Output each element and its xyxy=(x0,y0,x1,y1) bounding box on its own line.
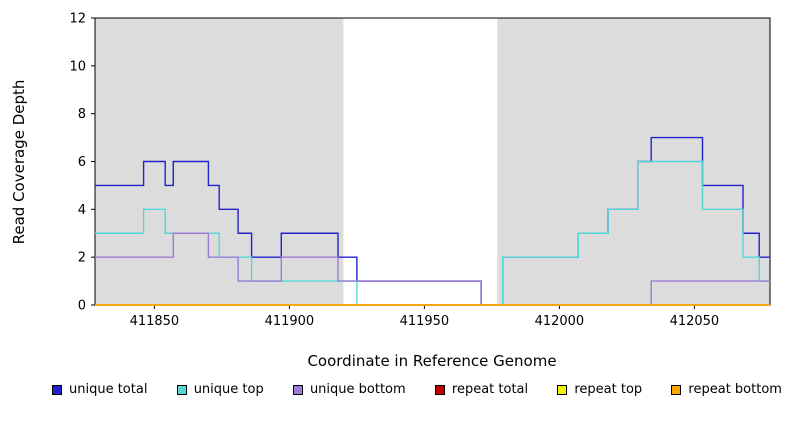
legend-label: repeat total xyxy=(451,382,529,397)
y-tick-label: 12 xyxy=(69,12,86,27)
repeat-bottom-swatch xyxy=(671,384,682,395)
shaded-region xyxy=(497,18,770,305)
y-axis-label: Read Coverage Depth xyxy=(10,80,28,245)
legend-label: repeat bottom xyxy=(688,382,782,397)
x-tick-label: 412050 xyxy=(670,314,720,329)
legend-item-repeat-total: repeat total xyxy=(434,382,529,397)
x-tick-label: 412000 xyxy=(535,314,585,329)
legend: unique total unique top unique bottom repea… xyxy=(0,376,792,397)
y-tick-label: 2 xyxy=(78,251,86,266)
repeat-top-swatch xyxy=(557,384,568,395)
legend-label: repeat top xyxy=(574,382,643,397)
legend-item-unique-bottom: unique bottom xyxy=(292,382,406,397)
legend-label: unique total xyxy=(69,382,148,397)
unique-total-swatch xyxy=(52,384,62,395)
legend-item-repeat-top: repeat top xyxy=(557,382,642,397)
y-tick-label: 4 xyxy=(78,203,86,218)
x-tick-label: 411850 xyxy=(130,314,180,329)
plot-svg: 411850 411900 411950 412000 412050024681012 … xyxy=(10,12,771,370)
legend-label: unique top xyxy=(193,382,264,397)
y-tick-label: 8 xyxy=(78,107,86,122)
plot-layers: 411850 411900 411950 412000 412050 0 2 4 6 8 10 12 xyxy=(69,12,771,329)
unique-top-swatch xyxy=(176,384,187,395)
legend-label: unique bottom xyxy=(309,382,406,397)
x-tick-label: 411950 xyxy=(400,314,450,329)
x-tick-label: 411900 xyxy=(265,314,315,329)
shaded-region xyxy=(95,18,344,305)
legend-item-unique-total: unique total xyxy=(52,382,147,397)
series-line-unique-total xyxy=(95,136,770,306)
y-tick-label: 0 xyxy=(78,299,86,314)
y-tick-label: 6 xyxy=(78,155,86,170)
y-tick-label: 10 xyxy=(69,59,86,74)
x-axis-label: Coordinate in Reference Genome xyxy=(307,352,556,370)
repeat-total-swatch xyxy=(434,384,445,395)
legend-item-repeat-bottom: repeat bottom xyxy=(671,382,782,397)
unique-bottom-swatch xyxy=(292,384,303,395)
legend-item-unique-top: unique top xyxy=(176,382,264,397)
